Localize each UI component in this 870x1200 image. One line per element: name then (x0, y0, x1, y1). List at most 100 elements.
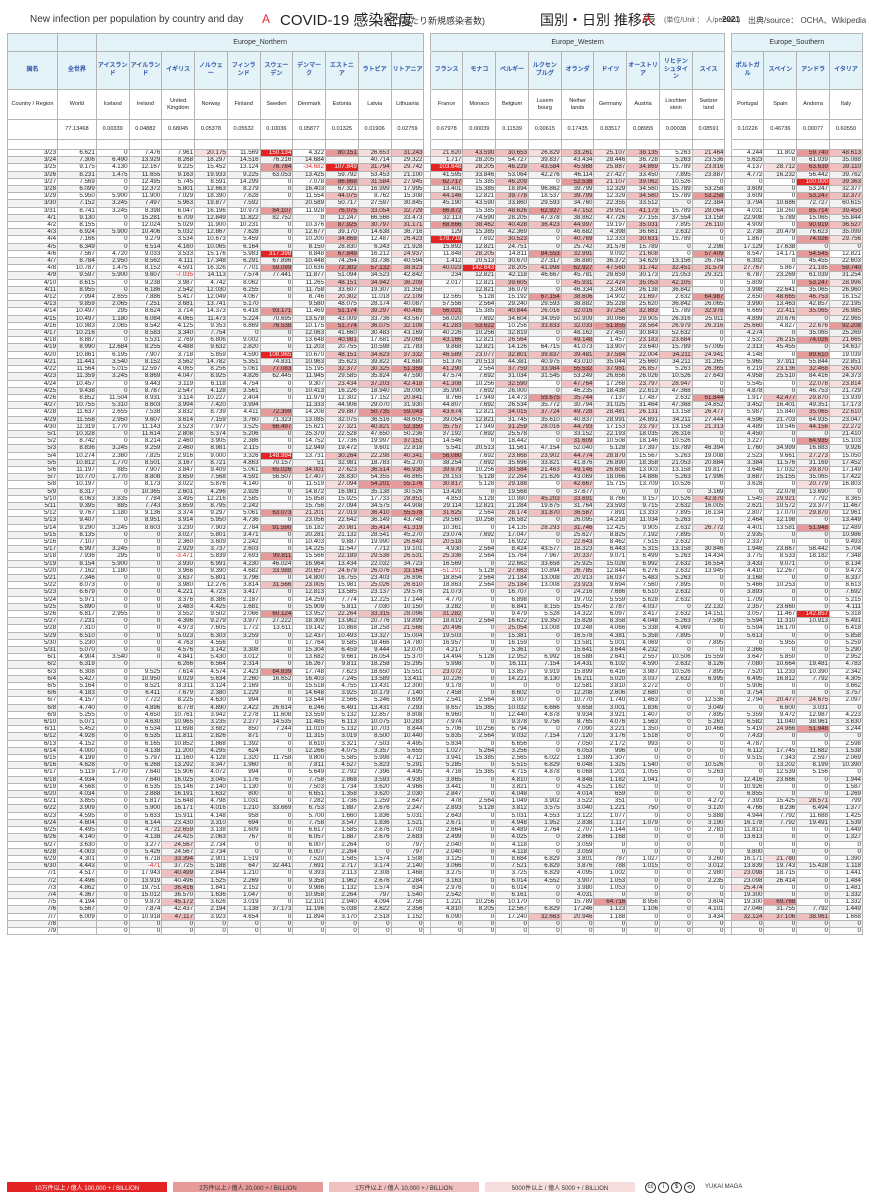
row-country-value: 20.496 (429, 624, 464, 633)
row-country-value: 14.221 (495, 674, 529, 684)
row-country-value: 61.039 (796, 156, 830, 165)
row-country-value: 6.276 (626, 566, 660, 575)
row-country-value: 12.821 (462, 501, 497, 511)
row-world-value: 8.154 (57, 559, 97, 568)
row-country-value: 8.130 (527, 674, 562, 684)
row-country-value: 8.795 (194, 501, 228, 511)
row-country-value: 0 (658, 890, 693, 900)
row-country-value: 9.658 (560, 703, 595, 712)
row-country-value: 958 (226, 811, 261, 820)
row-country-value: 2.632 (658, 674, 693, 684)
spacer-cell (95, 139, 130, 150)
row-country-value: 1.332 (828, 890, 864, 900)
table-row: 5/31 5.070 0 0 4.576 3.142 3.308 0 15.304 6.459 9.… (6, 646, 864, 655)
row-country-value: 6.102 (593, 660, 628, 669)
row-country-value: 7.628 (226, 228, 261, 237)
row-country-value: 2.622 (357, 905, 392, 914)
row-country-value: 72.399 (259, 408, 294, 417)
row-country-value: 16.323 (560, 545, 595, 554)
row-country-value: 21.780 (763, 854, 798, 864)
row-country-value: 0 (658, 869, 693, 878)
legend-level-10000: 1万件以上 / 億人 10,000 + / BILLION (329, 1182, 479, 1192)
row-country-value: 11.945 (292, 372, 327, 381)
row-country-value: 10.256 (462, 516, 497, 525)
table-row: 3/26 8.231 1.475 11.655 9.163 19.933 9.225 63.0… (6, 170, 864, 179)
row-country-value: 51.359 (390, 365, 425, 374)
row-country-value: 36.423 (527, 221, 562, 230)
row-country-value: 2.357 (730, 602, 765, 612)
row-country-value: 0 (658, 602, 693, 612)
row-country-value: 29.560 (429, 516, 464, 525)
country-name-en: Estonia (325, 89, 359, 120)
row-country-value: 0 (691, 682, 726, 691)
row-country-value: 8.766 (429, 393, 464, 403)
row-country-value: 27.321 (325, 422, 359, 431)
row-country-value: 1.717 (429, 156, 464, 165)
row-country-value: 3.907 (560, 876, 595, 885)
row-world-value: 6.621 (57, 148, 97, 158)
row-country-value: 4.590 (626, 660, 660, 669)
spacer-cell (161, 139, 196, 150)
row-country-value: 10.365 (128, 487, 163, 496)
row-country-value: 15.551 (390, 667, 425, 676)
row-country-value: 0 (730, 919, 765, 928)
row-country-value: 13.158 (658, 545, 693, 554)
row-country-value: 10.986 (828, 530, 864, 539)
row-country-value: 4.878 (730, 386, 765, 395)
row-country-value: 0 (730, 177, 765, 187)
row-country-value: 13.158 (658, 408, 693, 417)
row-country-value: 14.886 (626, 473, 660, 482)
row-country-value: 7.433 (730, 732, 765, 741)
row-country-value: 67.321 (325, 185, 359, 194)
table-row: 3/28 6.099 0 12.372 5.801 12.663 8.279 0 16.403 6… (6, 185, 864, 194)
row-country-value: 12.821 (462, 415, 497, 424)
row-country-value: 11.018 (357, 293, 392, 302)
spacer-cell (390, 139, 425, 150)
row-country-value: 9.887 (325, 537, 359, 547)
row-country-value: 6.014 (495, 883, 529, 892)
row-country-value: 8.931 (128, 393, 163, 403)
row-country-value: 10.200 (292, 235, 327, 244)
row-country-value: 22.908 (730, 213, 765, 223)
row-country-value: 4.014 (560, 790, 595, 799)
row-country-value: 2.386 (226, 437, 261, 446)
row-country-value: 0 (292, 926, 327, 936)
row-country-value: 8.624 (128, 307, 163, 316)
row-country-value: 16.755 (325, 573, 359, 583)
sa-icon: ⟲ (684, 1181, 695, 1193)
row-date: 6/26 (6, 833, 59, 842)
row-country-value: 0 (658, 761, 693, 770)
row-country-value: 0 (691, 235, 726, 244)
row-country-value: 26.772 (691, 523, 726, 532)
row-country-value: 0 (527, 329, 562, 338)
row-country-value: 3.522 (560, 797, 595, 806)
row-country-value: 36.587 (560, 509, 595, 518)
row-country-value: 9.472 (763, 710, 798, 720)
row-country-value: 4.810 (495, 775, 529, 784)
row-country-value: 0 (462, 523, 497, 532)
row-country-value: 0 (626, 797, 660, 806)
row-country-value: 12.567 (495, 905, 529, 914)
row-country-value: 0 (626, 811, 660, 820)
row-country-value: 89.610 (796, 350, 830, 359)
row-world-value: 8.135 (57, 530, 97, 539)
spacer-cell (658, 139, 693, 150)
row-country-value: 7.974 (429, 718, 464, 727)
row-country-value: 28.571 (796, 797, 830, 806)
row-country-value: 4.944 (730, 811, 765, 820)
row-country-value: 12.867 (194, 228, 228, 237)
row-country-value: 6.057 (292, 833, 327, 842)
row-country-value: 8.173 (128, 480, 163, 489)
row-country-value: 7.692 (462, 386, 497, 395)
row-country-value: 0 (828, 847, 864, 856)
row-world-value: 4.183 (57, 689, 97, 698)
row-country-value: 17.487 (626, 393, 660, 403)
row-country-value: 44.146 (429, 192, 464, 201)
table-row: 7/6 5.567 0 7.874 42.437 2.194 1.138 37.173 11.1… (6, 905, 864, 914)
row-country-value: 3.987 (626, 667, 660, 676)
row-country-value: 1.392 (226, 739, 261, 748)
row-country-value: 1.259 (357, 797, 392, 806)
row-country-value: 6.794 (495, 725, 529, 734)
row-country-value: 12.208 (560, 689, 595, 698)
row-country-value: 57.556 (429, 300, 464, 309)
